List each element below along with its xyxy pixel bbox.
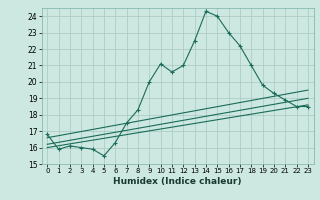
X-axis label: Humidex (Indice chaleur): Humidex (Indice chaleur) — [113, 177, 242, 186]
